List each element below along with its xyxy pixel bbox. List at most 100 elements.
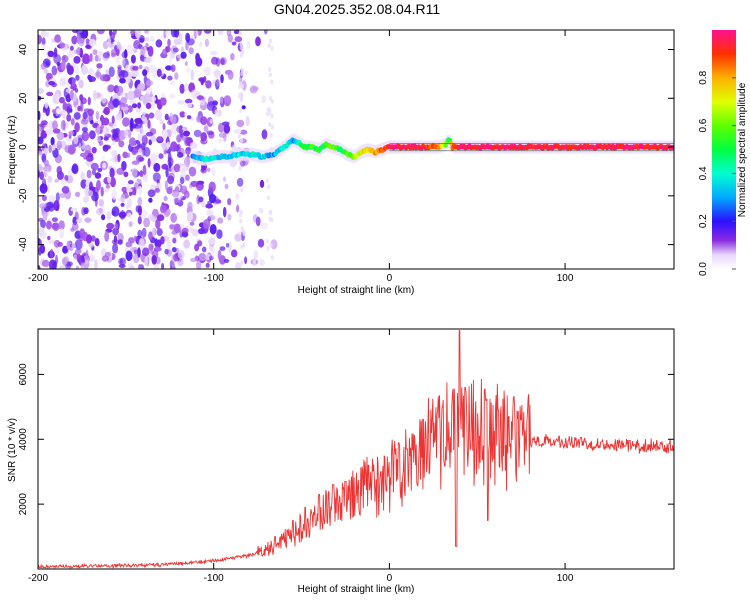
noise-blob [95, 92, 104, 100]
noise-blob [150, 153, 158, 163]
noise-streak [265, 238, 269, 244]
noise-blob [201, 246, 207, 253]
noise-blob [157, 136, 163, 141]
noise-blob [43, 159, 49, 167]
noise-blob [41, 195, 47, 202]
noise-blob [117, 66, 122, 77]
noise-blob [48, 144, 52, 153]
noise-blob [71, 35, 78, 45]
noise-blob [40, 30, 47, 37]
noise-blob [42, 211, 48, 221]
noise-blob [103, 136, 109, 141]
noise-blob [45, 129, 54, 135]
noise-blob [59, 42, 66, 49]
noise-blob [47, 50, 55, 57]
spectrogram-plot-area [38, 30, 674, 269]
noise-blob [38, 237, 41, 245]
noise-blob [138, 263, 142, 269]
noise-blob [56, 108, 62, 115]
noise-blob [142, 69, 148, 77]
noise-blob [134, 30, 141, 39]
noise-blob [112, 129, 118, 140]
noise-blob [208, 193, 217, 204]
noise-blob [160, 97, 167, 106]
noise-blob [67, 144, 76, 155]
noise-blob [51, 144, 56, 151]
noise-blob [145, 102, 152, 110]
noise-streak [267, 43, 271, 49]
noise-blob [73, 56, 81, 64]
noise-blob [104, 230, 110, 242]
noise-blob [38, 164, 43, 171]
noise-blob [216, 78, 220, 87]
noise-blob [171, 247, 177, 253]
noise-blob [243, 70, 249, 76]
noise-blob [89, 181, 93, 191]
noise-blob [140, 46, 146, 56]
noise-blob [149, 35, 155, 43]
noise-blob [223, 95, 232, 107]
noise-blob [51, 65, 58, 76]
snr-y-label: SNR (10 * v/v) [7, 418, 18, 482]
noise-blob [236, 204, 240, 213]
noise-blob [165, 46, 171, 53]
noise-blob [137, 83, 146, 91]
noise-blob [52, 120, 58, 130]
noise-streak [268, 38, 272, 44]
noise-blob [121, 106, 129, 111]
noise-blob [46, 31, 50, 38]
noise-blob [101, 155, 106, 160]
noise-blob [80, 119, 89, 125]
noise-blob [211, 166, 216, 177]
noise-blob [166, 141, 170, 150]
noise-blob [214, 109, 220, 117]
noise-blob [205, 262, 210, 268]
noise-blob [261, 95, 266, 103]
x-tick-label: 100 [557, 573, 574, 584]
noise-blob [73, 254, 78, 260]
noise-blob [38, 150, 43, 156]
noise-blob [106, 211, 112, 221]
noise-blob [178, 32, 183, 43]
noise-blob [114, 223, 119, 230]
noise-blob [203, 125, 209, 133]
noise-blob [178, 125, 184, 136]
noise-blob [189, 221, 195, 226]
noise-blob [53, 54, 62, 64]
noise-blob [102, 52, 111, 59]
noise-blob [190, 69, 195, 81]
noise-blob [227, 213, 232, 221]
noise-streak [268, 72, 272, 78]
noise-streak [267, 184, 271, 190]
y-tick-label: -40 [18, 237, 29, 252]
noise-blob [59, 77, 67, 87]
noise-blob [38, 110, 41, 121]
noise-streak [240, 45, 244, 51]
noise-blob [80, 262, 86, 269]
noise-blob [145, 43, 149, 48]
noise-blob [186, 102, 193, 109]
noise-blob [226, 30, 232, 37]
noise-blob [259, 179, 265, 188]
noise-blob [82, 111, 88, 120]
noise-blob [111, 206, 120, 217]
noise-blob [94, 172, 102, 179]
noise-blob [196, 95, 204, 100]
x-tick-label: 100 [557, 273, 574, 284]
noise-blob [57, 140, 61, 146]
noise-blob [141, 227, 147, 238]
noise-blob [133, 249, 138, 255]
noise-blob [88, 110, 93, 115]
noise-streak [270, 113, 274, 119]
noise-blob [133, 48, 138, 54]
noise-blob [71, 77, 76, 87]
noise-streak [270, 255, 274, 260]
noise-blob [78, 38, 85, 47]
noise-blob [82, 57, 91, 65]
noise-blob [102, 162, 107, 169]
noise-blob [186, 115, 192, 120]
noise-blob [96, 63, 103, 69]
noise-streak [238, 212, 242, 218]
noise-blob [142, 164, 147, 176]
noise-blob [138, 238, 145, 249]
